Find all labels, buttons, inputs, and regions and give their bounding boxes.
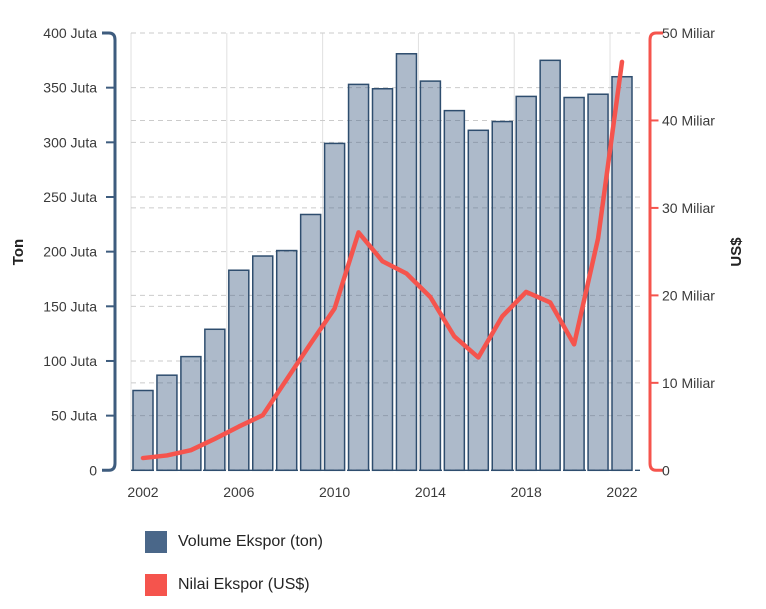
volume-bar[interactable] (539, 59, 561, 472)
volume-bar[interactable] (587, 93, 609, 472)
volume-bar[interactable] (228, 269, 250, 472)
legend-swatch-volume-icon (145, 530, 167, 553)
right-axis-label: 0 (662, 462, 670, 478)
right-axis-label: 40 Miliar (662, 112, 715, 128)
volume-bar[interactable] (252, 255, 274, 472)
volume-bar[interactable] (419, 80, 442, 472)
left-axis-label: 200 Juta (43, 244, 97, 260)
right-axis-label: 30 Miliar (662, 200, 715, 216)
left-axis-line (102, 31, 117, 472)
legend-item-value[interactable]: Nilai Ekspor (US$) (145, 573, 323, 596)
left-axis-label: 100 Juta (43, 353, 97, 369)
volume-bar[interactable] (611, 75, 633, 472)
volume-bar[interactable] (371, 88, 394, 472)
x-axis-label: 2006 (223, 484, 254, 500)
left-axis-label: 0 (89, 462, 97, 478)
volume-bar[interactable] (275, 249, 298, 472)
volume-bar[interactable] (395, 53, 418, 472)
left-axis-label: 300 Juta (43, 134, 97, 150)
left-axis-label: 400 Juta (43, 25, 97, 41)
x-axis-label: 2014 (415, 484, 446, 500)
volume-bar[interactable] (563, 96, 585, 472)
volume-bar[interactable] (443, 109, 466, 472)
right-axis-label: 50 Miliar (662, 25, 715, 41)
legend-item-volume[interactable]: Volume Ekspor (ton) (145, 530, 323, 553)
volume-bar[interactable] (204, 328, 226, 472)
right-axis-line (648, 31, 663, 472)
left-axis-label: 250 Juta (43, 189, 97, 205)
right-axis-title: US$ (728, 237, 745, 267)
volume-bar[interactable] (347, 83, 370, 472)
legend-label-volume: Volume Ekspor (ton) (178, 532, 323, 550)
value-line[interactable] (140, 59, 625, 461)
left-axis-label: 150 Juta (43, 298, 97, 314)
volume-bar[interactable] (515, 95, 537, 472)
volume-bar[interactable] (180, 355, 202, 472)
volume-bar[interactable] (156, 374, 178, 472)
x-axis-label: 2018 (511, 484, 542, 500)
chart-canvas: 400 Juta 350 Juta 300 Juta 250 Juta 200 Juta… (10, 25, 745, 500)
left-axis-label: 50 Juta (51, 408, 97, 424)
left-axis-title: Ton (10, 239, 27, 265)
right-axis-label: 10 Miliar (662, 375, 715, 391)
legend-label-value: Nilai Ekspor (US$) (178, 575, 310, 593)
chart-legend: Volume Ekspor (ton) Nilai Ekspor (US$) (145, 530, 323, 609)
legend-swatch-value-icon (145, 573, 167, 596)
x-axis-label: 2022 (606, 484, 637, 500)
x-axis-label: 2010 (319, 484, 350, 500)
volume-bar[interactable] (491, 120, 513, 472)
volume-bar[interactable] (467, 129, 490, 472)
x-axis-label: 2002 (127, 484, 158, 500)
right-axis-label: 20 Miliar (662, 287, 715, 303)
left-axis-label: 350 Juta (43, 80, 97, 96)
